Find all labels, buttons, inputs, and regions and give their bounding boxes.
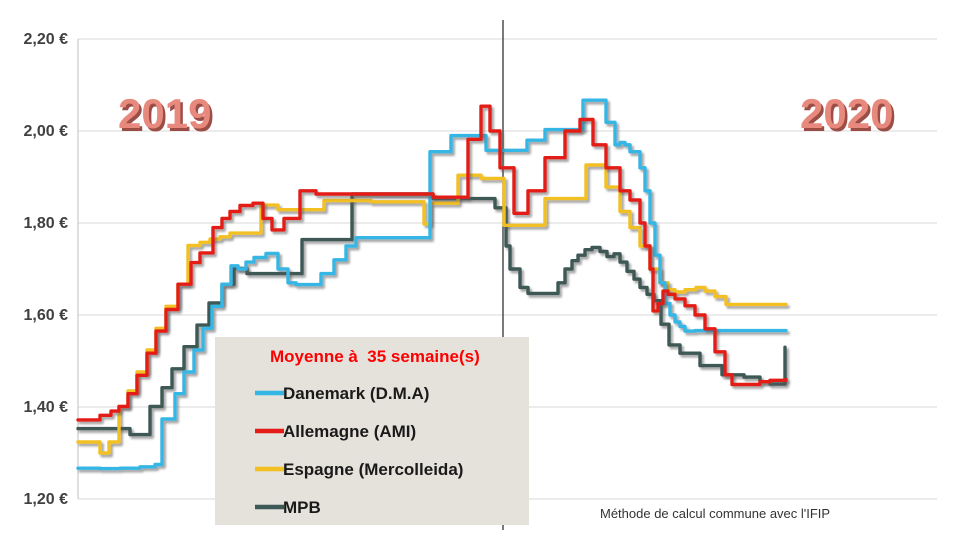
svg-text:1,80 €: 1,80 €: [24, 215, 69, 232]
svg-text:Moyenne à 35 semaine(s): Moyenne à 35 semaine(s): [270, 347, 480, 366]
svg-text:1,20 €: 1,20 €: [24, 491, 69, 508]
svg-text:2,20 €: 2,20 €: [24, 31, 69, 48]
svg-text:2019: 2019: [118, 90, 211, 137]
svg-text:Allemagne (AMI): Allemagne (AMI): [283, 422, 416, 441]
svg-text:Espagne (Mercolleida): Espagne (Mercolleida): [283, 460, 463, 479]
svg-text:Danemark (D.M.A): Danemark (D.M.A): [283, 384, 429, 403]
svg-text:2020: 2020: [800, 90, 893, 137]
svg-text:Méthode de calcul commune avec: Méthode de calcul commune avec l'IFIP: [600, 506, 830, 521]
svg-text:1,60 €: 1,60 €: [24, 307, 69, 324]
svg-text:2,00 €: 2,00 €: [24, 123, 69, 140]
svg-text:1,40 €: 1,40 €: [24, 399, 69, 416]
svg-text:MPB: MPB: [283, 498, 321, 517]
